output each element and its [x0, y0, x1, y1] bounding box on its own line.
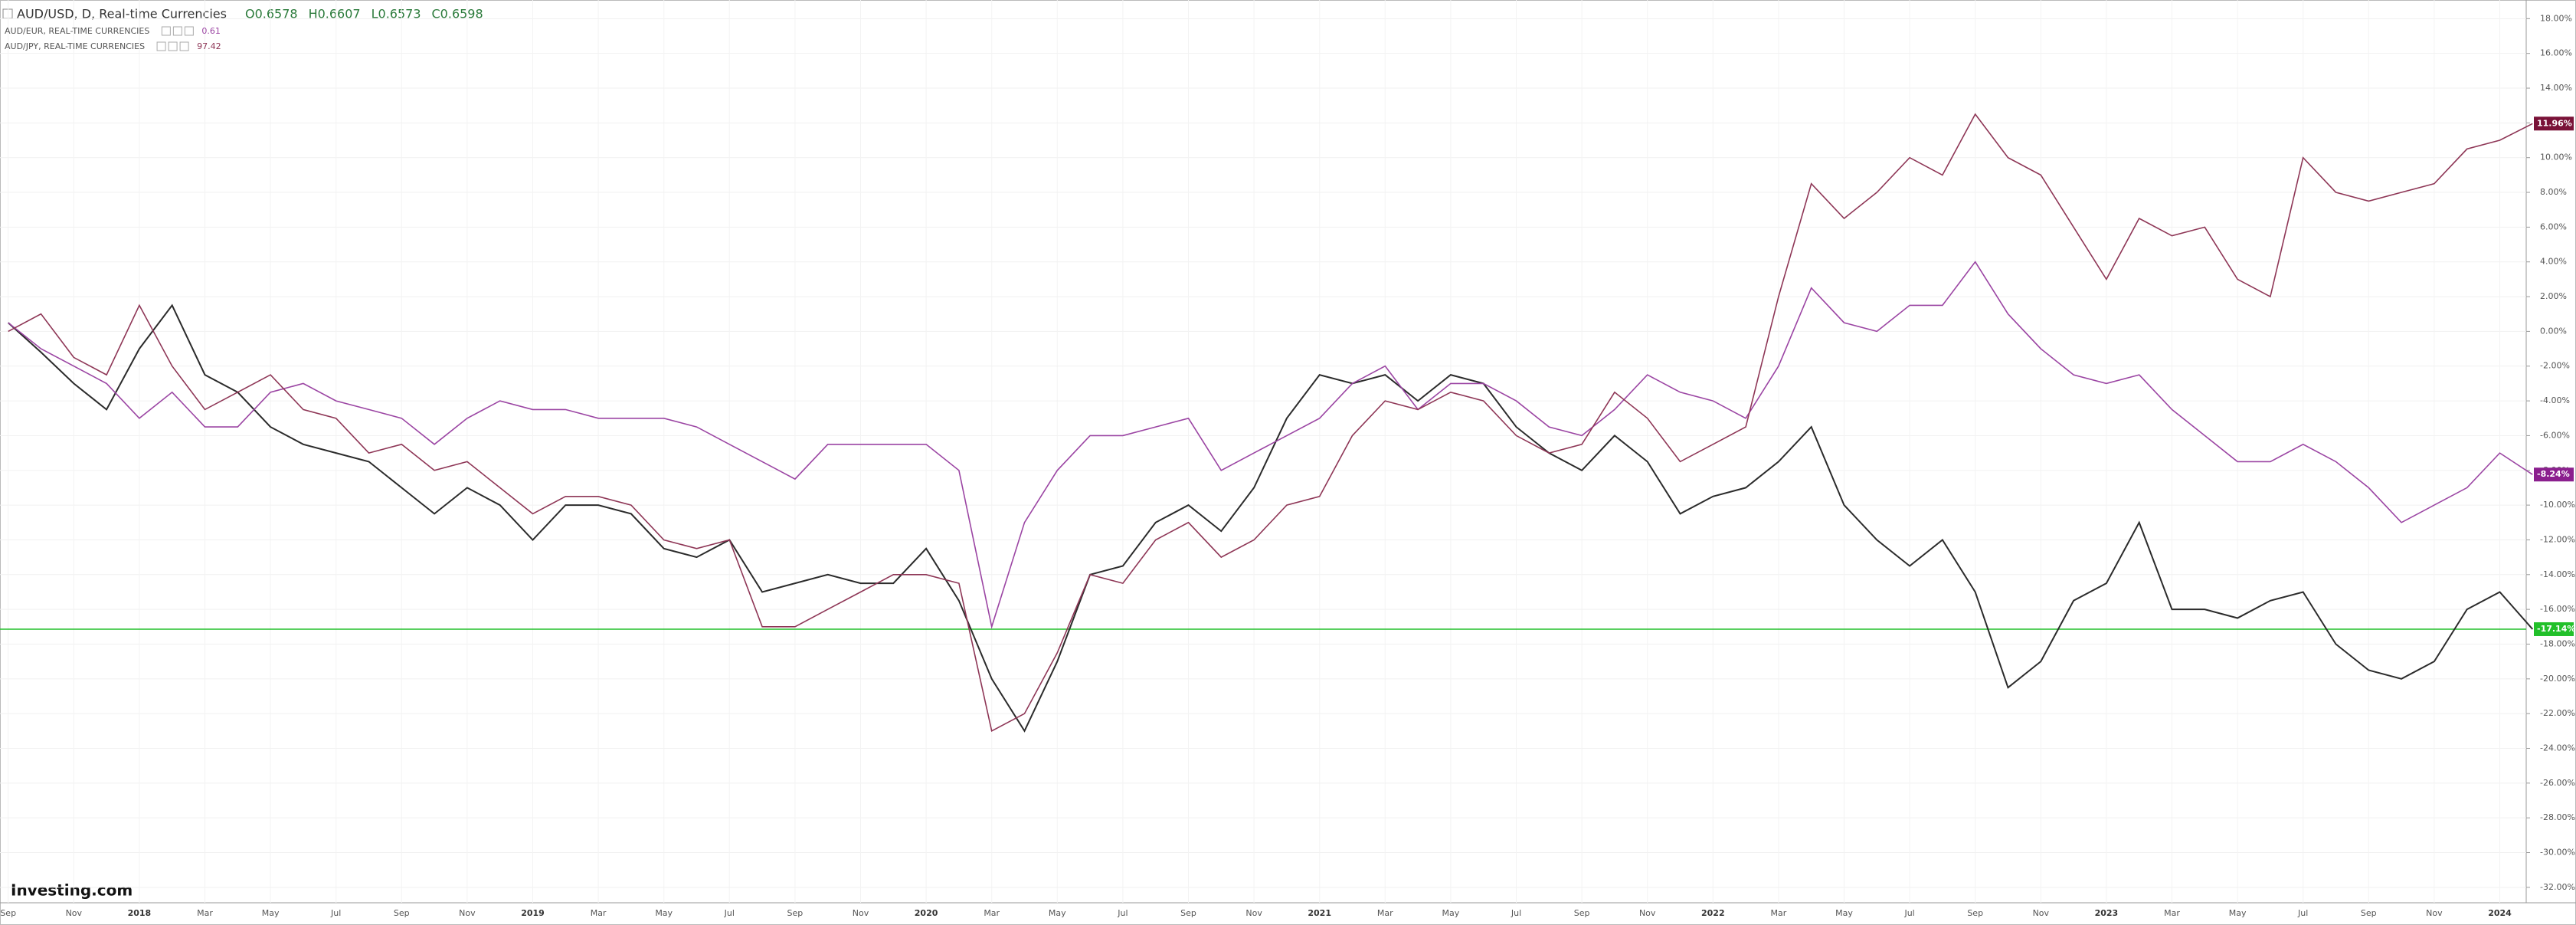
y-tick-label: -18.00% — [2540, 638, 2575, 648]
y-tick-label: 16.00% — [2540, 48, 2572, 58]
legend-label: AUD/JPY, REAL-TIME CURRENCIES — [5, 41, 145, 51]
legend-quote: 97.42 — [197, 41, 221, 51]
x-tick-label: Sep — [1180, 908, 1196, 918]
legend-button[interactable] — [156, 41, 166, 51]
x-tick-label: Nov — [66, 908, 83, 918]
value-badge — [2534, 116, 2574, 131]
x-tick-label: 2023 — [2095, 908, 2119, 918]
x-tick-label: Sep — [2361, 908, 2377, 918]
legend-button[interactable] — [179, 41, 189, 51]
x-tick-label: Jul — [1511, 908, 1521, 918]
y-tick-label: 18.00% — [2540, 13, 2572, 23]
x-tick-label: May — [2229, 908, 2247, 918]
x-tick-label: 2024 — [2488, 908, 2512, 918]
value-badge-label: -17.14% — [2537, 624, 2575, 634]
y-tick-label: 6.00% — [2540, 221, 2567, 231]
x-tick-label: Jul — [2297, 908, 2308, 918]
x-tick-label: Sep — [0, 908, 16, 918]
y-tick-label: -22.00% — [2540, 708, 2575, 718]
y-tick-label: -12.00% — [2540, 534, 2575, 544]
ohlc-value: L0.6573 — [372, 7, 421, 21]
y-tick-label: 0.00% — [2540, 326, 2567, 336]
x-tick-label: Nov — [853, 908, 869, 918]
x-tick-label: Mar — [1377, 908, 1393, 918]
brand-logo: Investing.com — [11, 881, 133, 900]
x-tick-label: Mar — [1771, 908, 1787, 918]
legend-label: AUD/EUR, REAL-TIME CURRENCIES — [5, 26, 149, 36]
y-tick-label: -20.00% — [2540, 674, 2575, 684]
y-tick-label: -14.00% — [2540, 569, 2575, 579]
y-tick-label: 10.00% — [2540, 153, 2572, 162]
y-tick-label: -10.00% — [2540, 500, 2575, 510]
x-tick-label: May — [1442, 908, 1460, 918]
legend-quote: 0.61 — [201, 26, 221, 36]
series-line — [8, 113, 2533, 732]
x-tick-label: 2018 — [128, 908, 152, 918]
y-tick-label: -4.00% — [2540, 395, 2570, 405]
chart-title: AUD/USD, D, Real-time Currencies — [17, 7, 227, 21]
x-tick-label: Jul — [1117, 908, 1128, 918]
ohlc-value: C0.6598 — [432, 7, 483, 21]
x-tick-label: May — [655, 908, 673, 918]
y-tick-label: -16.00% — [2540, 604, 2575, 614]
x-tick-label: 2021 — [1308, 908, 1331, 918]
series-line — [8, 303, 2534, 733]
x-tick-label: Nov — [2426, 908, 2443, 918]
ohlc-value: O0.6578 — [245, 7, 298, 21]
legend-button[interactable] — [172, 26, 182, 36]
y-tick-label: -6.00% — [2540, 430, 2570, 440]
x-tick-label: Sep — [394, 908, 410, 918]
y-tick-label: -32.00% — [2540, 882, 2575, 892]
x-tick-label: Nov — [1245, 908, 1262, 918]
x-tick-label: Nov — [459, 908, 476, 918]
y-tick-label: 2.00% — [2540, 291, 2567, 301]
value-badge — [2534, 622, 2574, 636]
y-tick-label: 4.00% — [2540, 257, 2567, 267]
legend-button[interactable] — [168, 41, 178, 51]
legend-button[interactable] — [184, 26, 194, 36]
x-tick-label: Jul — [724, 908, 735, 918]
value-badge — [2534, 467, 2574, 482]
x-tick-label: Nov — [2033, 908, 2050, 918]
ohlc-value: H0.6607 — [309, 7, 361, 21]
y-tick-label: -2.00% — [2540, 361, 2570, 371]
x-tick-label: Jul — [1903, 908, 1914, 918]
x-tick-label: May — [262, 908, 280, 918]
y-tick-label: -30.00% — [2540, 848, 2575, 858]
x-tick-label: Mar — [2164, 908, 2180, 918]
x-tick-label: Sep — [787, 908, 804, 918]
y-tick-label: -28.00% — [2540, 812, 2575, 822]
x-tick-label: Mar — [197, 908, 213, 918]
x-tick-label: Jul — [330, 908, 341, 918]
x-tick-label: 2022 — [1701, 908, 1725, 918]
x-tick-label: Nov — [1639, 908, 1656, 918]
x-tick-label: May — [1049, 908, 1066, 918]
x-tick-label: 2020 — [915, 908, 938, 918]
x-tick-label: Sep — [1574, 908, 1590, 918]
value-badge-label: -8.24% — [2537, 469, 2570, 479]
x-tick-label: May — [1835, 908, 1853, 918]
y-tick-label: 14.00% — [2540, 83, 2572, 93]
x-tick-label: Mar — [591, 908, 607, 918]
series-line — [8, 261, 2533, 629]
y-tick-label: -24.00% — [2540, 743, 2575, 753]
legend-button[interactable] — [161, 26, 171, 36]
x-tick-label: Mar — [984, 908, 1000, 918]
y-tick-label: 8.00% — [2540, 187, 2567, 197]
value-badge-label: 11.96% — [2537, 118, 2572, 128]
x-tick-label: Sep — [1967, 908, 1983, 918]
y-tick-label: -26.00% — [2540, 778, 2575, 788]
x-tick-label: 2019 — [521, 908, 545, 918]
